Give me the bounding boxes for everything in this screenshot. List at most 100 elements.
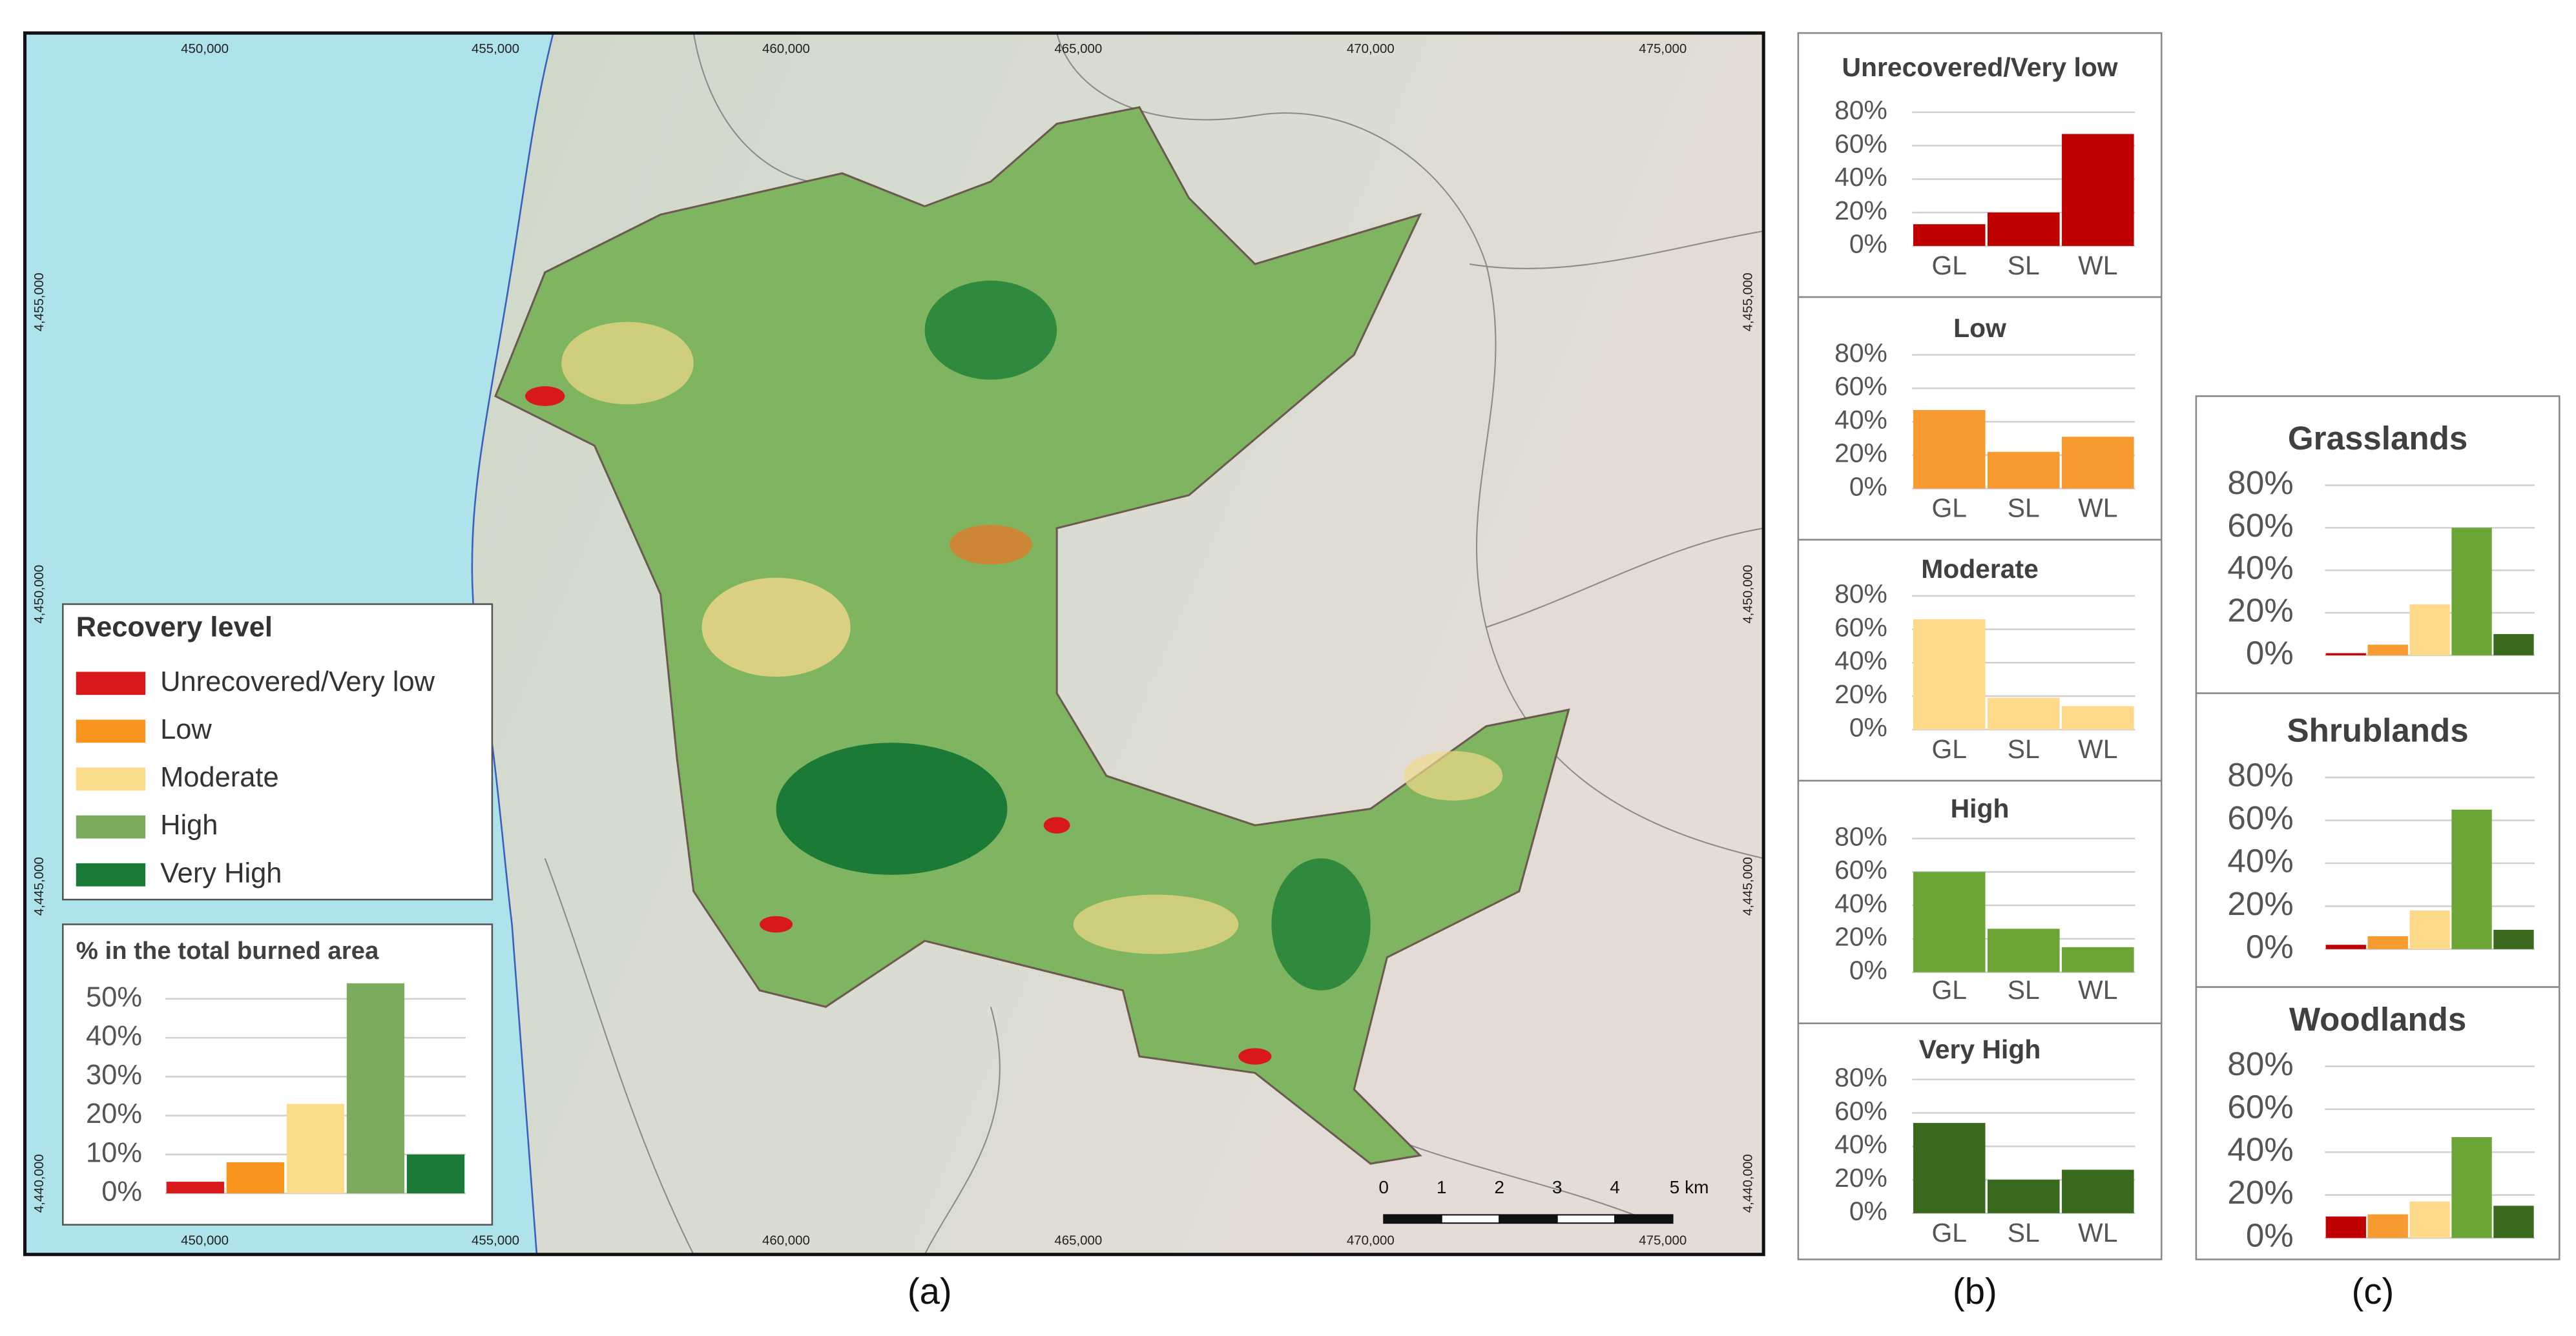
y-tick-label: 20% [86,1098,142,1129]
y-tick-label: 40% [2227,550,2293,586]
patch [1403,751,1503,801]
map-boundaries [544,32,1764,1255]
y-tick-label: 60% [1834,371,1887,401]
legend-swatch [76,672,146,695]
scale-label: 5 km [1670,1177,1709,1197]
burned-patches [525,280,1503,1065]
patch [525,386,565,406]
y-tick-label: 80% [1834,579,1887,609]
x-tick-label: GL [1931,493,1967,523]
patch [1043,817,1070,834]
chart: Grasslands 0% 20% 40% 60% 80% [2227,420,2535,671]
bar [1988,451,2060,489]
map-labels: 450,000 450,000 455,000 455,000 460,000 460,0… [32,41,1756,1248]
bar [2409,1201,2450,1238]
y-tick-label: 20% [1834,679,1887,709]
bar [2062,1169,2134,1213]
legend-box [62,603,493,901]
y-tick-label: 50% [86,981,142,1012]
bar [2367,644,2408,655]
chart: High 0%20% 40% 60% 80% GL SL WL [1834,794,2135,1005]
y-tick-label: 40% [1834,646,1887,675]
x-tick-label: SL [2008,734,2040,764]
y-tick-label: 80% [1834,821,1887,851]
scale-label: 1 [1437,1177,1447,1197]
scale-bar [1440,1214,1501,1224]
bar [2451,528,2492,655]
legend-label: High [160,810,218,841]
scale-label: 4 [1610,1177,1620,1197]
y-tick-label: 40% [86,1021,142,1052]
x-tick-label: WL [2078,493,2117,523]
y-tick-label: 80% [2227,1045,2293,1082]
chart: Low 0%20%40% 60% 80% GL SL WL [1834,313,2135,523]
map-y-label: 4,455,000 [1741,272,1756,331]
chart: Shrublands 0% 20% 40% 60% 80% [2227,712,2535,965]
y-tick-label: 80% [2227,756,2293,793]
y-tick-label: 40% [1834,405,1887,435]
chart-title: High [1951,794,2010,823]
patch [949,524,1032,565]
y-tick-label: 20% [2227,591,2293,628]
x-tick-label: GL [1931,1218,1967,1248]
bar [1913,872,1986,972]
bar [1988,212,2060,246]
x-tick-label: GL [1931,734,1967,764]
bar [406,1154,465,1194]
map-y-label: 4,440,000 [32,1154,47,1213]
bar [2325,653,2366,655]
legend-label: Moderate [160,762,279,793]
y-tick-label: 60% [2227,799,2293,836]
chart-title: Unrecovered/Very low [1842,52,2117,82]
y-tick-label: 60% [1834,855,1887,885]
map-x-label: 475,000 [1639,1233,1687,1248]
bar [1913,224,1986,246]
chart-title: % in the total burned area [76,937,379,965]
y-tick-label: 0% [2246,928,2294,965]
patch [924,280,1057,380]
legend-swatch [76,767,146,791]
bar [1988,929,2060,972]
y-tick-label: 20% [1834,922,1887,952]
y-tick-label: 0% [1849,955,1887,985]
x-tick-label: WL [2078,251,2117,280]
y-tick-label: 0% [1849,471,1887,501]
patch [561,322,694,405]
patch [701,577,851,677]
y-tick-label: 60% [1834,1096,1887,1125]
map-x-label: 460,000 [762,41,810,56]
bar [1988,697,2060,730]
bar [2451,809,2492,949]
map-x-label: 470,000 [1347,1233,1395,1248]
x-tick-label: GL [1931,251,1967,280]
chart: % in the total burned area 0% 10% 20% 30% 40%… [76,937,466,1208]
y-tick-label: 60% [1834,612,1887,642]
chart: Woodlands 0% 20% 40% 60% 80% [2227,1001,2535,1254]
y-tick-label: 0% [101,1177,142,1208]
y-tick-label: 80% [1834,338,1887,367]
panel-label: (c) [2352,1271,2394,1311]
patch [776,743,1008,875]
scale-bar [1383,1214,1442,1224]
y-tick-label: 40% [2227,842,2293,879]
chart: Very High 0% 20% 40% 60% 80% GL SL WL [1834,1034,2135,1248]
chart-title: Moderate [1921,554,2039,584]
legend-label: Low [160,714,212,745]
y-tick-label: 60% [2227,1088,2293,1125]
y-tick-label: 0% [1849,1197,1887,1226]
patch [760,916,793,933]
y-tick-label: 40% [2227,1131,2293,1168]
chart-title: Grasslands [2288,420,2467,457]
bar [1988,1180,2060,1213]
legend-label: Unrecovered/Very low [160,666,435,697]
scale-bar [1614,1214,1674,1224]
y-tick-label: 20% [2227,1174,2293,1211]
bar [2493,929,2534,949]
map-x-label: 455,000 [472,41,519,56]
x-tick-label: SL [2008,251,2040,280]
bar [2367,936,2408,949]
map-y-label: 4,440,000 [1741,1154,1756,1213]
map-x-label: 455,000 [472,1233,519,1248]
